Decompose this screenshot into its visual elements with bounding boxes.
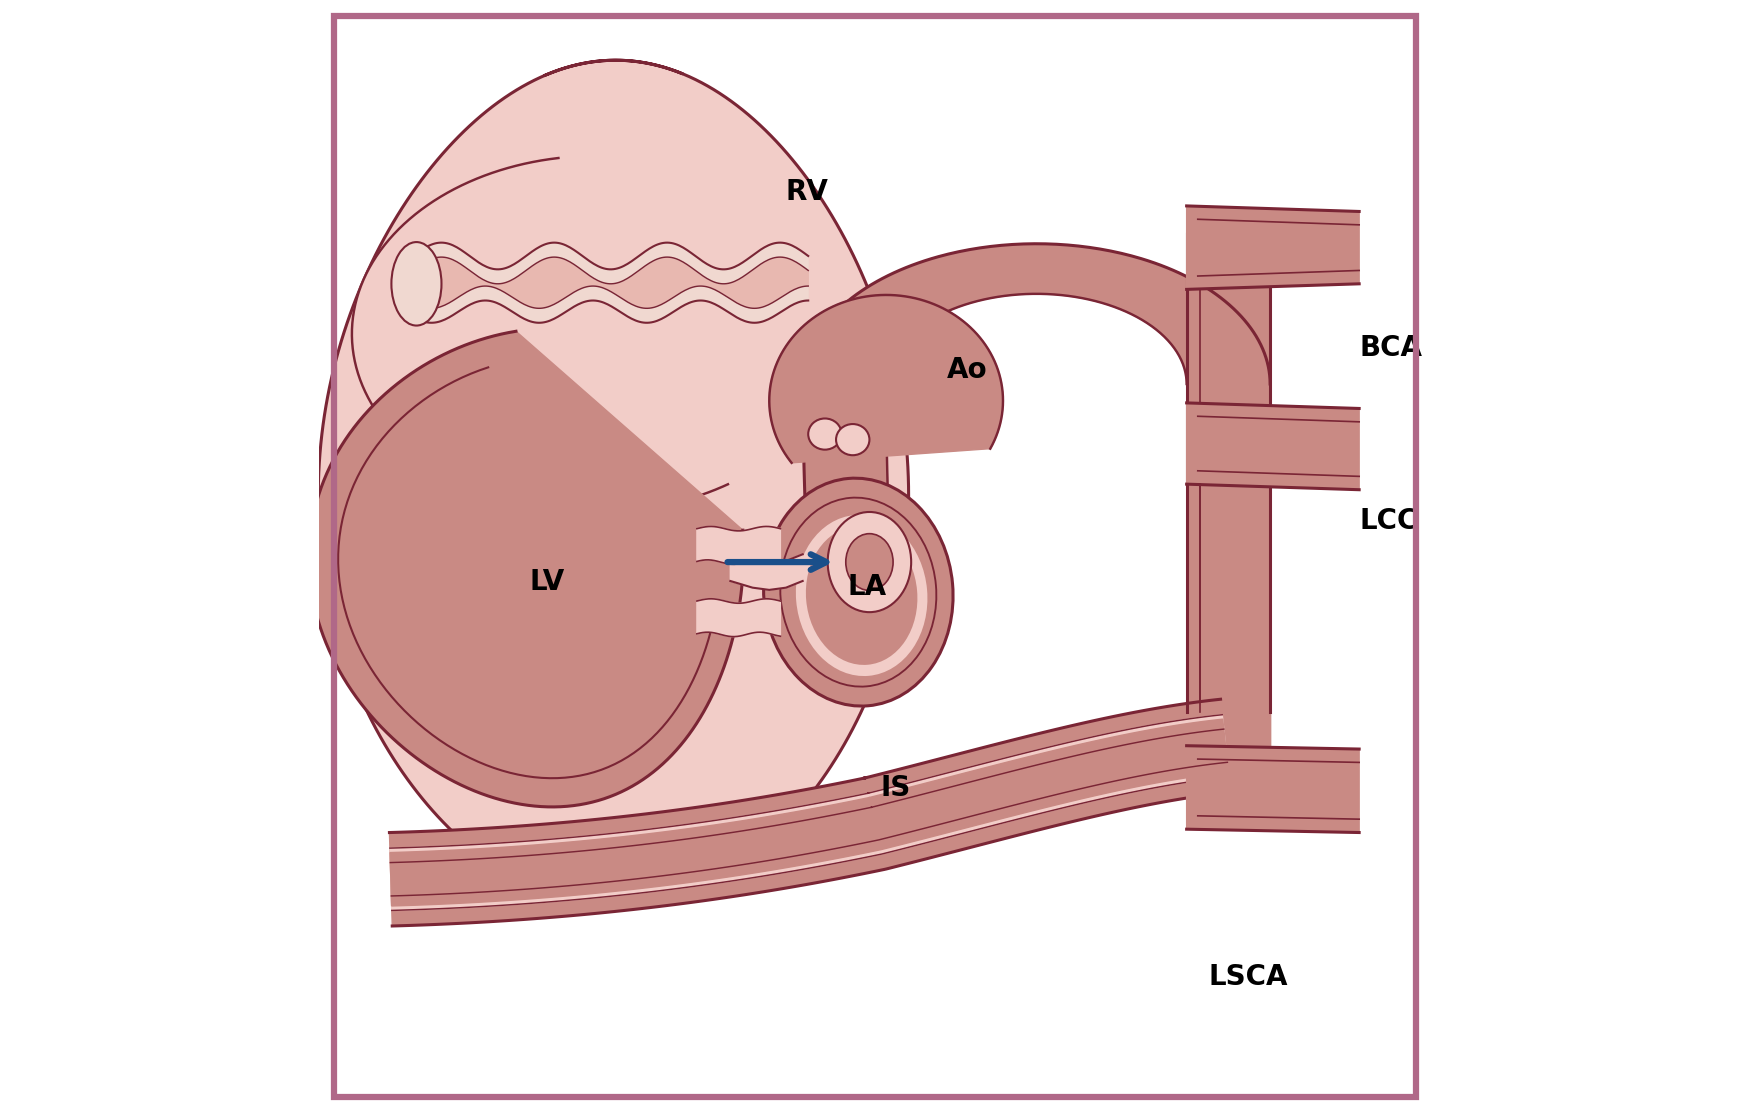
Text: LCC: LCC [1360,506,1418,534]
Ellipse shape [796,515,928,676]
Polygon shape [390,719,1228,906]
Polygon shape [413,243,808,284]
Polygon shape [1186,289,1270,403]
Ellipse shape [780,498,936,687]
Polygon shape [1186,484,1270,746]
Polygon shape [413,243,808,323]
Polygon shape [1186,746,1360,833]
Polygon shape [310,332,744,807]
Polygon shape [696,526,780,564]
Polygon shape [390,699,1230,926]
Ellipse shape [807,526,917,664]
Ellipse shape [763,479,954,706]
Text: LV: LV [530,568,565,595]
Polygon shape [770,295,1003,463]
Text: RV: RV [786,178,830,206]
Polygon shape [1186,234,1270,712]
Ellipse shape [828,512,912,612]
Text: LSCA: LSCA [1209,963,1288,991]
Text: BCA: BCA [1360,334,1423,362]
Ellipse shape [845,534,892,591]
Polygon shape [696,599,780,637]
Polygon shape [803,244,1270,384]
Polygon shape [1186,403,1360,490]
Ellipse shape [808,418,842,450]
Ellipse shape [836,424,870,455]
Polygon shape [390,715,1228,910]
Text: LA: LA [847,573,886,601]
Polygon shape [413,286,808,323]
Ellipse shape [392,243,441,326]
Text: Ao: Ao [947,356,989,384]
Polygon shape [803,384,892,612]
Polygon shape [1186,206,1360,289]
Polygon shape [730,551,803,590]
Polygon shape [352,158,728,512]
Text: IS: IS [880,774,910,801]
Polygon shape [318,60,908,906]
Polygon shape [1186,712,1270,746]
